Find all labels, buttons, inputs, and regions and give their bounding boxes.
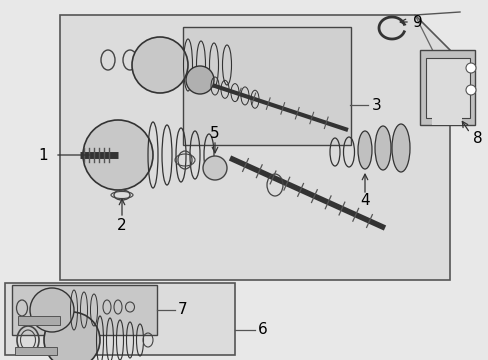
Circle shape — [465, 85, 475, 95]
Text: 8: 8 — [472, 131, 482, 145]
Text: 3: 3 — [371, 98, 381, 112]
Circle shape — [83, 120, 153, 190]
Circle shape — [44, 312, 100, 360]
Ellipse shape — [374, 126, 390, 170]
Text: 1: 1 — [38, 148, 48, 162]
Ellipse shape — [391, 124, 409, 172]
Bar — [15, 347, 57, 355]
Text: 6: 6 — [258, 323, 267, 338]
Bar — [18, 316, 60, 325]
Bar — [431, 110, 461, 125]
Text: 7: 7 — [178, 302, 187, 318]
Circle shape — [465, 63, 475, 73]
Bar — [12, 285, 157, 335]
Polygon shape — [60, 15, 449, 280]
Bar — [425, 58, 469, 118]
Circle shape — [185, 66, 214, 94]
FancyBboxPatch shape — [419, 50, 474, 125]
Circle shape — [203, 156, 226, 180]
Text: 2: 2 — [117, 217, 126, 233]
Circle shape — [30, 288, 74, 332]
Text: 9: 9 — [412, 14, 422, 30]
Text: 4: 4 — [360, 193, 369, 207]
Ellipse shape — [357, 131, 371, 169]
Circle shape — [132, 37, 187, 93]
Bar — [5, 283, 235, 355]
Bar — [183, 27, 350, 145]
Text: 5: 5 — [210, 126, 220, 140]
